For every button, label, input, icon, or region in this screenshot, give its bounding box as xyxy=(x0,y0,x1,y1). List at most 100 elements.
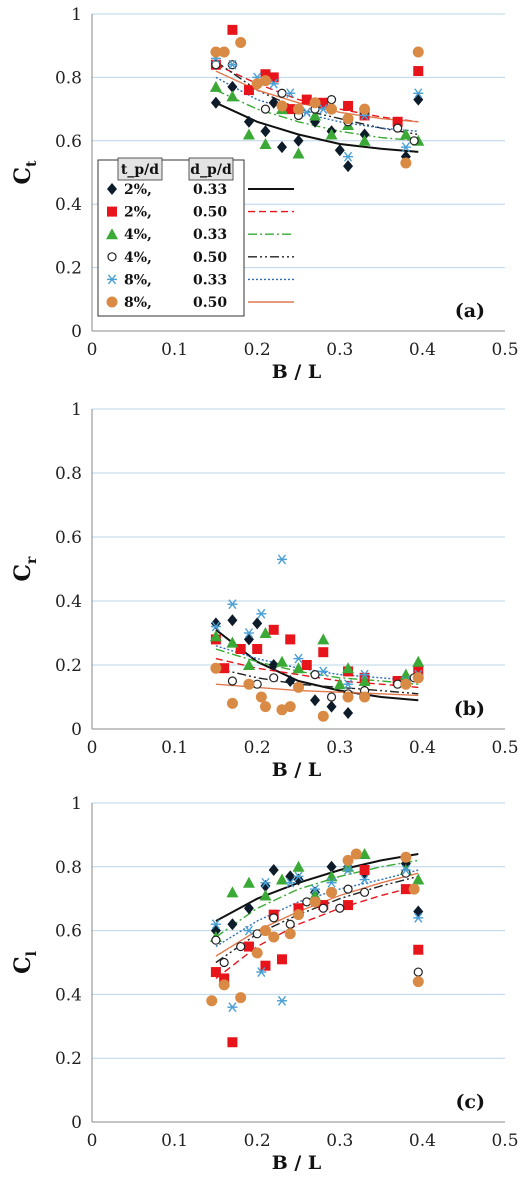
x-tick-label: 0.1 xyxy=(161,1131,188,1151)
data-point xyxy=(318,97,329,108)
fit-line-series-4 xyxy=(215,667,419,695)
data-point xyxy=(358,848,371,860)
data-point xyxy=(358,134,371,146)
data-point xyxy=(227,1037,238,1048)
data-point xyxy=(412,672,424,684)
data-point xyxy=(276,100,288,112)
data-point xyxy=(343,151,354,162)
data-point xyxy=(393,123,403,133)
data-point xyxy=(210,621,221,632)
x-tick-label: 0 xyxy=(87,1131,98,1151)
data-point xyxy=(309,109,322,121)
data-point xyxy=(285,675,296,687)
data-point xyxy=(243,85,254,96)
data-point xyxy=(400,851,412,863)
data-point xyxy=(293,103,304,115)
series-6 xyxy=(206,848,424,1007)
series-5 xyxy=(210,865,424,1013)
data-point xyxy=(342,854,354,866)
data-point xyxy=(359,128,370,141)
legend-marker-1 xyxy=(107,183,117,195)
y-axis-label-sub: r xyxy=(24,556,40,564)
legend-header-dp-cell xyxy=(188,157,234,181)
y-tick-label: 0.8 xyxy=(55,68,82,88)
data-point xyxy=(206,995,218,1007)
legend-marker-2 xyxy=(107,206,117,217)
data-point xyxy=(252,644,263,654)
data-point xyxy=(227,1002,238,1013)
data-point xyxy=(235,644,246,654)
data-point xyxy=(400,142,411,153)
data-point xyxy=(342,113,354,125)
fit-line-series-5 xyxy=(215,869,419,948)
data-point xyxy=(413,66,424,77)
data-point xyxy=(284,701,296,713)
x-tick-label: 0.5 xyxy=(491,340,518,360)
legend-tp-1: 2%, xyxy=(124,182,152,198)
data-point xyxy=(226,636,239,648)
data-point xyxy=(285,88,296,99)
data-point xyxy=(343,900,354,911)
data-point xyxy=(236,941,246,952)
data-point xyxy=(211,60,221,70)
data-point xyxy=(326,886,338,898)
series-3 xyxy=(209,848,425,942)
panel-label: (b) xyxy=(454,698,485,720)
data-point xyxy=(326,860,337,873)
fit-line-series-3 xyxy=(215,89,419,142)
data-point xyxy=(218,46,230,58)
y-axis-label: Ct xyxy=(10,160,40,185)
data-point xyxy=(226,90,239,102)
data-point xyxy=(276,954,287,965)
y-tick-label: 0.8 xyxy=(55,464,82,484)
data-point xyxy=(209,630,222,642)
data-point xyxy=(209,80,222,92)
legend-box xyxy=(97,159,245,317)
data-point xyxy=(243,925,254,936)
y-tick-label: 0.2 xyxy=(55,1049,82,1069)
data-point xyxy=(301,107,312,118)
x-tick-label: 0.4 xyxy=(409,738,436,758)
y-axis-label-main: C xyxy=(10,167,36,185)
data-point xyxy=(413,912,424,923)
x-tick-label: 0.4 xyxy=(409,1131,436,1151)
data-point xyxy=(268,931,280,943)
data-point xyxy=(412,873,425,885)
data-point xyxy=(227,24,238,35)
legend-dp-1: 0.33 xyxy=(193,182,227,198)
data-point xyxy=(317,710,329,722)
data-point xyxy=(343,100,354,111)
series-3 xyxy=(209,80,425,159)
fit-line-series-3 xyxy=(215,859,419,938)
y-tick-label: 0.6 xyxy=(55,528,82,548)
data-point xyxy=(227,59,238,70)
x-tick-label: 0.3 xyxy=(326,340,353,360)
data-point xyxy=(252,617,263,630)
data-point xyxy=(413,967,423,977)
data-point xyxy=(310,884,321,895)
x-tick-label: 0.1 xyxy=(161,738,188,758)
y-tick-label: 0.4 xyxy=(55,592,82,612)
fit-line-series-5 xyxy=(215,645,419,682)
data-point xyxy=(326,877,337,888)
data-point xyxy=(392,116,403,127)
data-point xyxy=(210,96,221,109)
data-point xyxy=(359,669,370,680)
data-point xyxy=(343,865,354,875)
legend-tp-4: 4%, xyxy=(124,250,152,266)
data-point xyxy=(343,707,354,719)
legend-marker-4 xyxy=(107,252,117,262)
data-point xyxy=(359,691,371,703)
y-tick-label: 0.8 xyxy=(55,858,82,878)
data-point xyxy=(260,960,271,971)
x-axis-label: B / L xyxy=(272,759,322,781)
data-point xyxy=(400,678,412,690)
data-point xyxy=(413,905,424,918)
data-point xyxy=(318,647,329,658)
data-point xyxy=(342,691,354,703)
data-point xyxy=(259,925,271,937)
y-tick-label: 0 xyxy=(71,720,82,740)
x-axis-label: B / L xyxy=(272,361,322,383)
data-point xyxy=(358,675,371,686)
data-point xyxy=(268,96,279,109)
